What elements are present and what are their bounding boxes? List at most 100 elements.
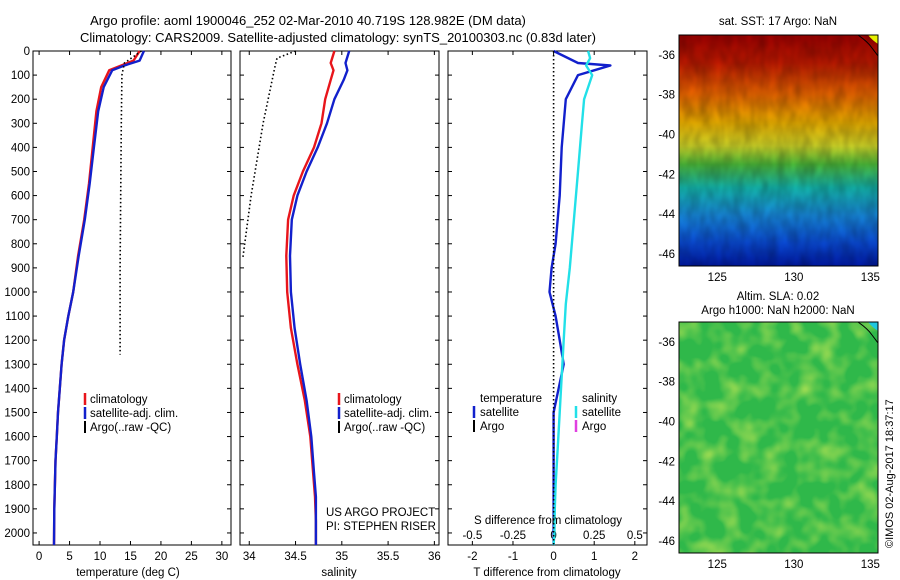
depth-tick-label: 2000 <box>4 528 30 540</box>
sla-coastline <box>857 322 878 344</box>
depth-tick-label: 700 <box>11 215 30 227</box>
sst-texture <box>679 35 878 266</box>
salinity-xtick-label: 34 <box>243 551 256 563</box>
sst-map-frame <box>678 34 879 267</box>
depth-tick-label: 600 <box>11 191 30 203</box>
temperature-xtick-label: 10 <box>94 551 107 563</box>
legend-label-temperature-satellite: satellite <box>480 407 519 419</box>
depth-tick-label: 1400 <box>4 383 30 395</box>
sla_map-xtick-label: 125 <box>708 559 727 571</box>
difference-xtick-label: 0 <box>550 551 556 563</box>
salinity-xtick-label: 34.5 <box>284 551 306 563</box>
depth-tick-label: 0 <box>24 46 30 58</box>
legend-label-salinity-argo: Argo <box>582 421 606 433</box>
legend-header-temperature: temperature <box>480 393 542 405</box>
legend-label-satellite: satellite-adj. clim. <box>344 408 432 420</box>
salinity-xtick-label: 35.5 <box>377 551 399 563</box>
temperature-xtick-label: 20 <box>155 551 168 563</box>
sst_map-xtick-label: 135 <box>861 272 880 284</box>
difference-top-xlabel: S difference from climatology <box>474 515 622 527</box>
temperature-xtick-label: 30 <box>215 551 228 563</box>
legend-label-climatology: climatology <box>344 394 402 406</box>
sst_map-ytick-label: -38 <box>658 90 675 102</box>
sst_map-ytick-label: -46 <box>658 249 675 261</box>
sla-map-frame <box>678 321 879 554</box>
sst-map <box>679 35 878 266</box>
sst-map-title: sat. SST: 17 Argo: NaN <box>719 16 837 28</box>
depth-tick-label: 800 <box>11 239 30 251</box>
temperature-xtick-label: 0 <box>36 551 42 563</box>
difference-top-tick-label: -0.5 <box>462 530 482 542</box>
pi-annotation: PI: STEPHEN RISER <box>326 521 436 533</box>
temperature-legend: climatology satellite-adj. clim. Argo(..… <box>83 393 178 434</box>
depth-tick-label: 500 <box>11 166 30 178</box>
figure-title-line2: Climatology: CARS2009. Satellite-adjuste… <box>80 30 596 45</box>
depth-tick-label: 1000 <box>4 287 30 299</box>
sla_map-xtick-label: 135 <box>861 559 880 571</box>
depth-tick-label: 1100 <box>5 311 30 323</box>
depth-tick-label: 200 <box>11 94 30 106</box>
salinity-xtick-label: 35 <box>335 551 348 563</box>
figure-title-line1: Argo profile: aoml 1900046_252 02-Mar-20… <box>90 13 526 28</box>
salinity-xlabel: salinity <box>321 567 356 579</box>
sla-map <box>679 322 878 553</box>
temperature-xtick-label: 5 <box>66 551 72 563</box>
sla_map-xtick-label: 130 <box>784 559 803 571</box>
depth-tick-label: 400 <box>11 142 30 154</box>
sla_map-ytick-label: -38 <box>658 377 675 389</box>
depth-tick-label: 1600 <box>4 432 30 444</box>
difference-legend: temperature satellite Argo salinity sate… <box>472 393 621 433</box>
difference-xtick-label: -2 <box>467 551 477 563</box>
sst_map-ytick-label: -44 <box>658 209 675 221</box>
temperature-xlabel: temperature (deg C) <box>76 567 180 579</box>
depth-tick-label: 1900 <box>4 504 30 516</box>
series-layer <box>52 49 784 546</box>
temperature-xtick-label: 25 <box>185 551 198 563</box>
difference-xtick-label: 1 <box>591 551 597 563</box>
depth-tick-label: 1200 <box>4 335 30 347</box>
salinity-series-argo-raw-qc- <box>242 50 296 259</box>
legend-label-argo: Argo(..raw -QC) <box>90 422 171 434</box>
sla-map-title-line2: Argo h1000: NaN h2000: NaN <box>701 305 854 317</box>
legend-label-climatology: climatology <box>90 394 148 406</box>
sst_map-ytick-label: -42 <box>658 169 675 181</box>
sla_map-ytick-label: -46 <box>658 536 675 548</box>
temperature-panel <box>32 50 232 546</box>
imos-timestamp: ©IMOS 02-Aug-2017 18:37:17 <box>884 399 896 548</box>
legend-label-salinity-satellite: satellite <box>582 407 621 419</box>
salinity-legend: climatology satellite-adj. clim. Argo(..… <box>337 393 432 434</box>
sla_map-ytick-label: -36 <box>658 337 675 349</box>
sst_map-ytick-label: -40 <box>658 130 675 142</box>
depth-tick-label: 1300 <box>4 359 30 371</box>
depth-tick-label: 100 <box>11 70 30 82</box>
temperature-series-satellite-adj-clim- <box>52 50 145 546</box>
difference-xtick-label: 2 <box>632 551 638 563</box>
difference-series-salinity-satellite <box>552 50 594 546</box>
depth-tick-label: 900 <box>11 263 30 275</box>
temperature-xtick-label: 15 <box>124 551 137 563</box>
difference-panel <box>447 50 648 546</box>
salinity-series-satellite-adj-clim- <box>288 50 351 545</box>
sst_map-xtick-label: 130 <box>784 272 803 284</box>
difference-series-temperature-satellite <box>548 49 612 545</box>
legend-label-argo: Argo(..raw -QC) <box>344 422 425 434</box>
difference-xlabel: T difference from climatology <box>473 567 620 579</box>
depth-tick-label: 1800 <box>4 480 30 492</box>
depth-tick-label: 300 <box>11 118 30 130</box>
sst-coastline <box>857 35 878 57</box>
sst_map-ytick-label: -36 <box>658 50 675 62</box>
difference-top-tick-label: -0.25 <box>500 530 526 542</box>
depth-tick-label: 1700 <box>4 456 30 468</box>
sla-texture <box>679 322 878 553</box>
sla_map-ytick-label: -44 <box>658 496 675 508</box>
difference-xtick-label: -1 <box>508 551 518 563</box>
salinity-xtick-label: 36 <box>428 551 441 563</box>
legend-label-satellite: satellite-adj. clim. <box>90 408 178 420</box>
legend-label-temperature-argo: Argo <box>480 421 504 433</box>
depth-tick-label: 1500 <box>4 407 30 419</box>
axes-layer: 0 5 10 15 20 25 300100200300400500600700800900… <box>4 46 880 571</box>
sla_map-ytick-label: -40 <box>658 417 675 429</box>
sst_map-xtick-label: 125 <box>708 272 727 284</box>
sla-land <box>868 322 878 331</box>
legend-header-salinity: salinity <box>582 393 617 405</box>
